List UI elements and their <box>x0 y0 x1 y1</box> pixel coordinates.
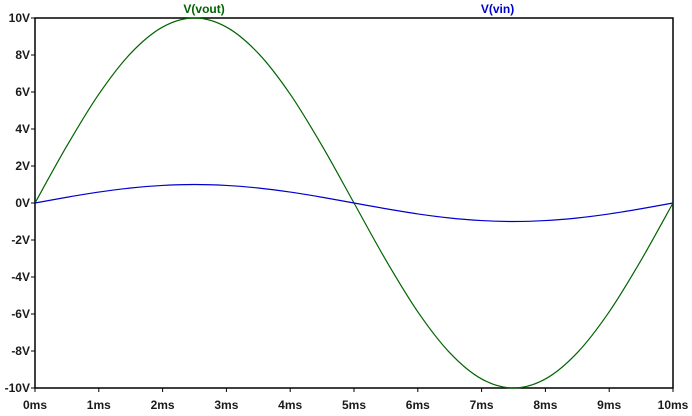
y-tick-label: -2V <box>11 233 30 247</box>
traces <box>34 17 674 389</box>
y-tick-label: -10V <box>5 381 30 395</box>
y-tick-label: -6V <box>11 307 30 321</box>
y-tick-label: 10V <box>9 11 30 25</box>
trace-v-vin[interactable] <box>34 183 674 223</box>
legend: V(vout) V(vin) <box>183 2 514 16</box>
x-tick-label: 7ms <box>470 398 494 412</box>
legend-entry-v-vin[interactable]: V(vin) <box>481 2 514 16</box>
x-tick-label: 9ms <box>597 398 621 412</box>
x-tick-label: 6ms <box>406 398 430 412</box>
x-tick-label: 2ms <box>151 398 175 412</box>
x-tick-label: 1ms <box>87 398 111 412</box>
x-tick-label: 3ms <box>214 398 238 412</box>
x-tick-label: 4ms <box>278 398 302 412</box>
y-tick-label: 6V <box>15 85 30 99</box>
x-axis: 0ms 1ms 2ms 3ms 4ms 5ms 6ms 7ms 8ms 9ms 10ms <box>23 388 689 412</box>
y-tick-label: -4V <box>11 270 30 284</box>
x-tick-label: 8ms <box>533 398 557 412</box>
y-tick-label: 2V <box>15 159 30 173</box>
y-axis: 10V 8V 6V 4V 2V 0V -2V -4V -6V -8V -10V <box>5 11 35 395</box>
y-tick-label: -8V <box>11 344 30 358</box>
x-tick-label: 10ms <box>658 398 689 412</box>
x-tick-label: 5ms <box>342 398 366 412</box>
legend-entry-v-vout[interactable]: V(vout) <box>183 2 224 16</box>
y-tick-label: 8V <box>15 48 30 62</box>
y-tick-label: 0V <box>15 196 30 210</box>
y-tick-label: 4V <box>15 122 30 136</box>
x-tick-label: 0ms <box>23 398 47 412</box>
